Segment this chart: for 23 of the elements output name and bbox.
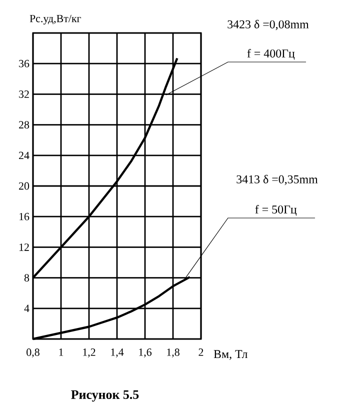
y-axis-title: Рс.уд,Вт/кг xyxy=(30,14,82,24)
x-tick-label: 1 xyxy=(59,348,64,356)
x-tick-label: 0,8 xyxy=(26,348,40,358)
y-tick-label: 16 xyxy=(19,212,30,220)
x-tick-label: 2 xyxy=(198,348,204,356)
y-tick-label: 24 xyxy=(19,152,30,160)
y-tick-label: 4 xyxy=(24,304,30,312)
text: Рисунок 5.5 xyxy=(71,390,139,402)
x-tick-label: 1,4 xyxy=(111,348,124,358)
x-tick-label: 1,6 xyxy=(139,348,152,358)
y-tick-label: 20 xyxy=(19,182,30,190)
x-axis-title: Вм, Тл xyxy=(214,350,248,360)
y-tick-label: 12 xyxy=(19,244,29,251)
y-tick-label: 28 xyxy=(19,121,30,128)
annotation: f = 400Гц xyxy=(247,48,295,60)
y-tick-label: 8 xyxy=(24,274,30,282)
y-tick-label: 32 xyxy=(19,90,29,98)
annotation: f = 50Гц xyxy=(255,204,297,216)
y-tick-label: 36 xyxy=(19,60,30,68)
text: 3423 δ =0,08mm xyxy=(228,20,309,30)
text: 3413 δ =0,35mm xyxy=(236,174,318,186)
x-tick-label: 1,2 xyxy=(83,348,96,358)
x-tick-label: 1,8 xyxy=(167,348,180,358)
